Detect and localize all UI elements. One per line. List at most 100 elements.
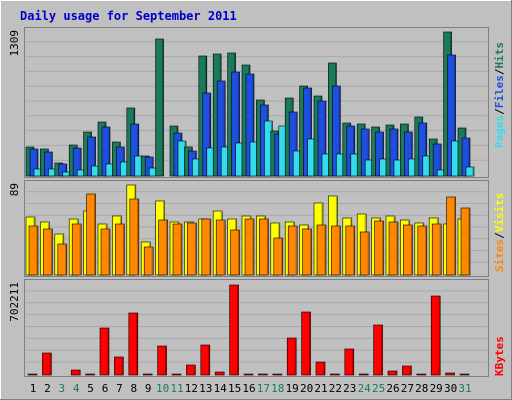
bar-sites-day-6 bbox=[100, 228, 111, 276]
svg-text:Pages/Files/Hits: Pages/Files/Hits bbox=[493, 42, 506, 148]
bar-kbytes-day-1 bbox=[27, 373, 38, 376]
bar-kbytes-day-11-body bbox=[171, 373, 182, 376]
bar-sites-day-27 bbox=[403, 224, 413, 276]
bar-kbytes-day-1-body bbox=[27, 373, 38, 376]
panel-0-legend: Pages/Files/Hits bbox=[493, 42, 506, 148]
bar-sites-day-15 bbox=[230, 229, 240, 276]
bar-kbytes-day-10 bbox=[157, 345, 167, 376]
bar-kbytes-day-14-body bbox=[214, 371, 225, 376]
bar-kbytes-day-28 bbox=[416, 373, 427, 376]
bar-kbytes-day-22-body bbox=[330, 373, 340, 376]
bar-kbytes-day-8 bbox=[128, 312, 139, 376]
bar-sites-day-25 bbox=[374, 220, 384, 276]
bar-sites-day-11 bbox=[172, 223, 183, 276]
x-tick-label-day-31: 31 bbox=[458, 382, 471, 395]
x-tick-label-day-26: 26 bbox=[386, 382, 399, 395]
bar-kbytes-day-7-body bbox=[114, 356, 124, 376]
bar-sites-day-31 bbox=[460, 207, 471, 276]
x-tick-label-day-5: 5 bbox=[87, 382, 94, 395]
bar-kbytes-day-17-body bbox=[258, 373, 268, 376]
bar-sites-day-19-body bbox=[287, 225, 298, 276]
x-tick-label-day-10: 10 bbox=[156, 382, 169, 395]
bar-sites-day-12-body bbox=[187, 222, 197, 276]
bar-kbytes-day-4 bbox=[70, 369, 81, 376]
x-tick-label-day-9: 9 bbox=[145, 382, 152, 395]
bar-kbytes-day-18-body bbox=[272, 373, 283, 376]
bar-kbytes-day-17 bbox=[258, 373, 268, 376]
bar-kbytes-day-23 bbox=[344, 348, 355, 376]
svg-text:Sites/Visits: Sites/Visits bbox=[493, 193, 506, 273]
x-tick-label-day-20: 20 bbox=[300, 382, 313, 395]
x-tick-label-day-12: 12 bbox=[185, 382, 198, 395]
bar-sites-day-19 bbox=[287, 225, 298, 276]
bar-sites-day-13-body bbox=[201, 218, 212, 276]
bar-kbytes-day-28-body bbox=[416, 373, 427, 376]
bar-sites-day-30 bbox=[446, 196, 456, 276]
bar-kbytes-day-11 bbox=[171, 373, 182, 376]
bar-sites-day-9 bbox=[143, 246, 154, 276]
bar-kbytes-day-19 bbox=[286, 337, 297, 376]
x-tick-label-day-8: 8 bbox=[130, 382, 137, 395]
bar-hits-day-10 bbox=[155, 38, 164, 177]
bar-kbytes-day-31-body bbox=[459, 373, 470, 376]
chart-title: Daily usage for September 2011 bbox=[20, 9, 237, 23]
x-tick-label-day-23: 23 bbox=[343, 382, 356, 395]
bar-sites-day-25-body bbox=[374, 220, 384, 276]
x-tick-label-day-27: 27 bbox=[401, 382, 414, 395]
legend-separator: / bbox=[493, 108, 506, 115]
x-tick-label-day-17: 17 bbox=[257, 382, 270, 395]
bar-sites-day-22-body bbox=[331, 225, 341, 276]
bar-pages-day-31 bbox=[465, 166, 475, 177]
x-tick-label-day-19: 19 bbox=[286, 382, 299, 395]
bar-kbytes-day-30-body bbox=[445, 372, 455, 376]
x-tick-label-day-24: 24 bbox=[358, 382, 372, 395]
bar-kbytes-day-24 bbox=[358, 373, 369, 376]
panel-0-bars bbox=[25, 31, 475, 177]
bar-kbytes-day-4-body bbox=[70, 369, 81, 376]
bar-sites-day-16 bbox=[244, 218, 255, 276]
bar-kbytes-day-5 bbox=[85, 373, 95, 376]
bar-kbytes-day-26 bbox=[387, 370, 398, 376]
bar-sites-day-26 bbox=[388, 221, 399, 276]
bar-kbytes-day-22 bbox=[330, 373, 340, 376]
bar-sites-day-7-body bbox=[115, 223, 125, 276]
bar-sites-day-17-body bbox=[259, 218, 269, 276]
x-tick-label-day-1: 1 bbox=[30, 382, 37, 395]
bar-kbytes-day-9 bbox=[142, 373, 153, 376]
x-tick-label-day-15: 15 bbox=[228, 382, 241, 395]
bar-kbytes-day-31 bbox=[459, 373, 470, 376]
bar-sites-day-29-body bbox=[431, 223, 442, 276]
bar-sites-day-16-body bbox=[244, 218, 255, 276]
panel-2-ymax-label: 702211 bbox=[8, 282, 21, 322]
bar-kbytes-day-23-body bbox=[344, 348, 355, 376]
x-tick-label-day-16: 16 bbox=[242, 382, 255, 395]
bar-pages-day-31-body bbox=[465, 166, 475, 177]
x-tick-label-day-4: 4 bbox=[73, 382, 80, 395]
bar-sites-day-27-body bbox=[403, 224, 413, 276]
bar-sites-day-14 bbox=[215, 219, 226, 276]
bar-hits-day-10-body bbox=[155, 38, 164, 177]
bar-sites-day-12 bbox=[187, 222, 197, 276]
x-tick-label-day-22: 22 bbox=[329, 382, 342, 395]
bar-sites-day-5 bbox=[86, 193, 96, 276]
bar-sites-day-22 bbox=[331, 225, 341, 276]
bar-kbytes-day-13 bbox=[200, 344, 211, 376]
bar-sites-day-1 bbox=[28, 225, 39, 276]
x-axis-labels: 1 2 3 4 5 6 7 8 9 10 11 12 13 14 15 16 17 18 19 20 21 22 23 24 2… bbox=[30, 382, 472, 395]
bar-kbytes-day-12 bbox=[186, 364, 196, 376]
legend-sites: Sites bbox=[493, 239, 506, 272]
bar-kbytes-day-19-body bbox=[286, 337, 297, 376]
bar-kbytes-day-27-body bbox=[402, 365, 412, 376]
bar-sites-day-14-body bbox=[215, 219, 226, 276]
x-tick-label-day-7: 7 bbox=[116, 382, 123, 395]
x-tick-label-day-29: 29 bbox=[430, 382, 443, 395]
bar-sites-day-15-body bbox=[230, 229, 240, 276]
bar-sites-day-23 bbox=[345, 225, 356, 276]
bar-sites-day-10-body bbox=[158, 219, 168, 276]
bar-sites-day-4-body bbox=[71, 223, 82, 276]
bar-kbytes-day-30 bbox=[445, 372, 455, 376]
bar-kbytes-day-25-body bbox=[373, 324, 383, 376]
bar-sites-day-28-body bbox=[417, 225, 428, 276]
bar-sites-day-21 bbox=[316, 224, 327, 276]
